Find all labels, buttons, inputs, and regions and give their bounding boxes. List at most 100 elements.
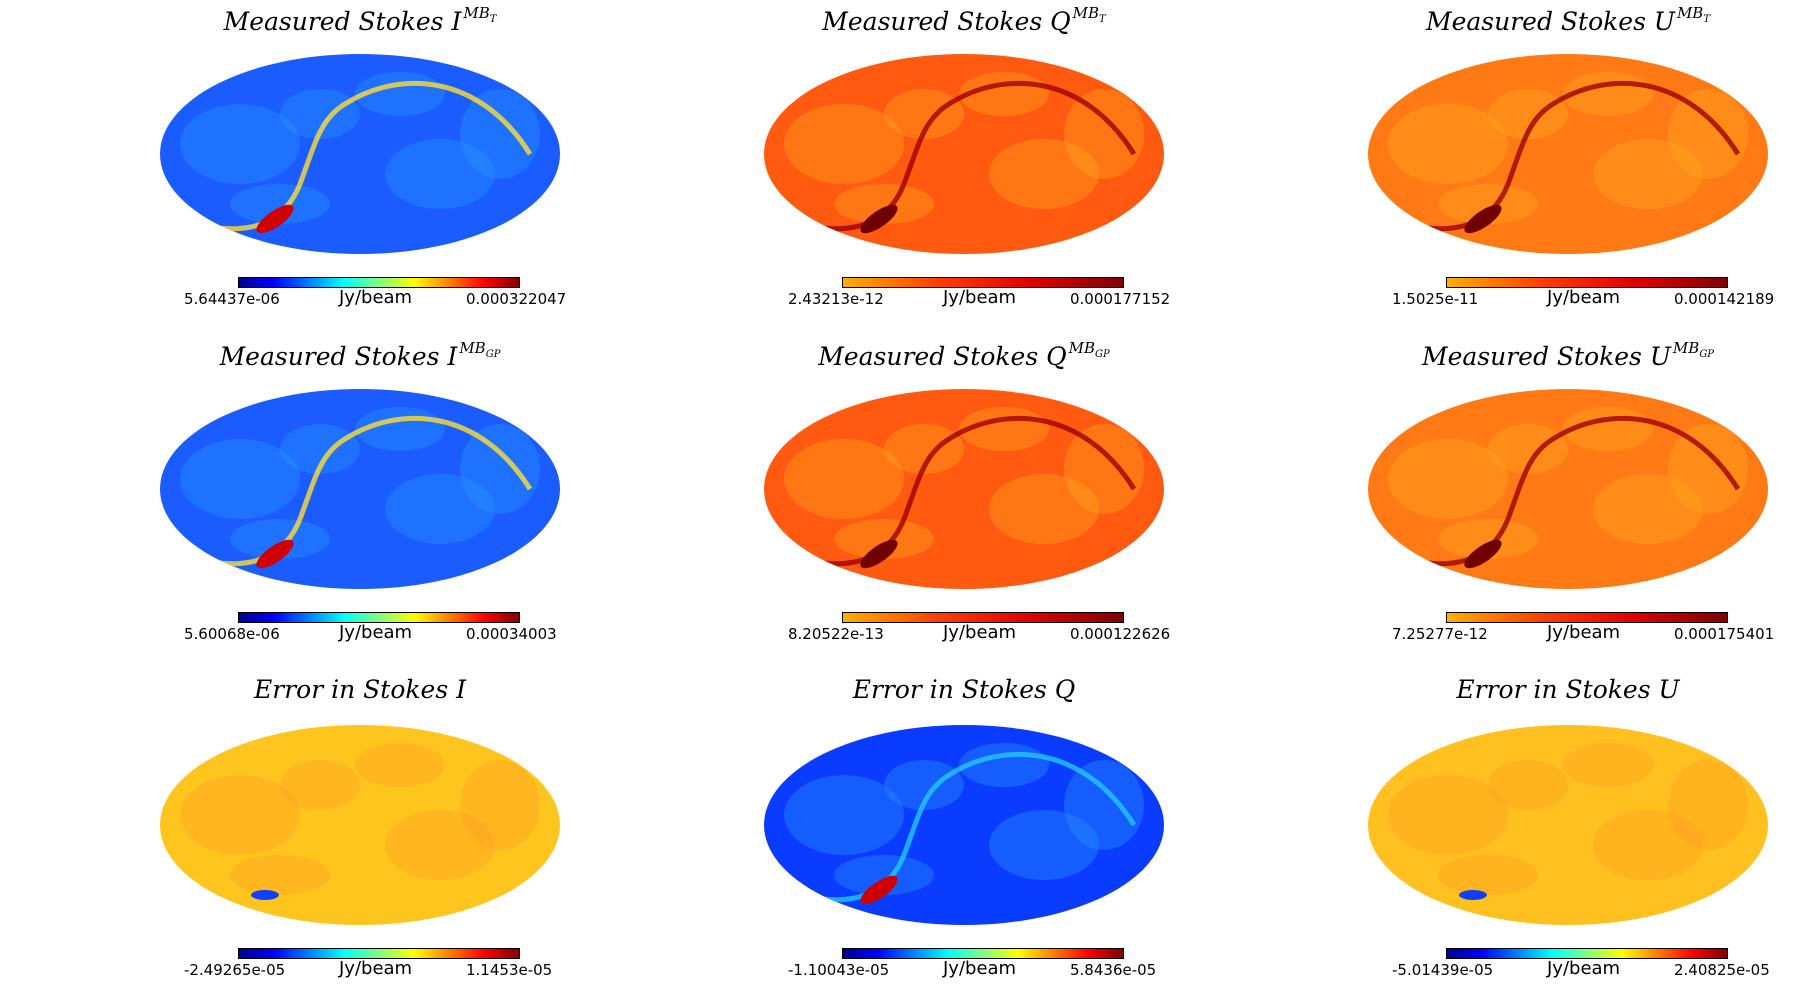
superscript-subscript: T	[489, 14, 497, 25]
panel-title-text: Measured Stokes U	[1421, 342, 1671, 371]
sky-texture	[1488, 424, 1568, 474]
sky-texture	[230, 855, 330, 895]
mollweide-sky-map	[160, 725, 560, 925]
map-panel: Measured Stokes Q MBT 2.43213e-12 Jy/beam 0.…	[664, 0, 1264, 330]
colorbar-max-label: 1.1453e-05	[466, 961, 553, 979]
panel-title: Measured Stokes Q MBGP	[664, 339, 1264, 371]
sky-ellipse	[1368, 389, 1768, 589]
colorbar-max-label: 5.8436e-05	[1070, 961, 1157, 979]
sky-texture	[834, 519, 934, 559]
colorbar	[842, 612, 1124, 623]
colorbar-max-label: 0.00034003	[466, 625, 557, 643]
colorbar-unit-label: Jy/beam	[943, 287, 1017, 308]
superscript-subscript: GP	[485, 349, 501, 360]
sky-ellipse	[160, 725, 560, 925]
panel-title: Error in Stokes U	[1268, 675, 1800, 704]
superscript-subscript: GP	[1095, 349, 1110, 360]
sky-texture	[1593, 139, 1703, 209]
panel-title-text: Error in Stokes I	[254, 675, 466, 704]
sky-ellipse	[160, 54, 560, 254]
sky-texture	[1064, 424, 1144, 514]
sky-texture	[1388, 104, 1508, 184]
colorbar	[842, 948, 1124, 959]
sky-texture	[385, 810, 495, 880]
sky-ellipse	[764, 54, 1164, 254]
colorbar	[1446, 948, 1728, 959]
superscript-text: MB	[1676, 4, 1704, 22]
panel-title-superscript: MBT	[1676, 4, 1710, 25]
sky-texture	[1593, 474, 1703, 544]
map-panel: Measured Stokes U MBGP 7.25277e-12 Jy/beam 0…	[1268, 335, 1800, 665]
map-panel: Measured Stokes U MBT 1.5025e-11 Jy/beam 0.0…	[1268, 0, 1800, 330]
colorbar-max-label: 0.000142189	[1674, 290, 1775, 308]
sky-texture	[1064, 760, 1144, 850]
sky-texture	[834, 184, 934, 224]
colorbar	[1446, 277, 1728, 288]
superscript-text: MB	[1072, 4, 1100, 22]
galactic-plane	[1377, 415, 1741, 567]
sky-texture	[385, 139, 495, 209]
panel-title-superscript: MBGP	[1673, 339, 1715, 360]
sky-texture	[1668, 424, 1748, 514]
sky-ellipse	[1368, 54, 1768, 254]
galactic-center	[860, 539, 898, 569]
colorbar	[238, 948, 520, 959]
sky-texture	[180, 439, 300, 519]
sky-texture	[355, 743, 445, 787]
colorbar-min-label: 2.43213e-12	[788, 290, 884, 308]
colorbar-max-label: 2.40825e-05	[1674, 961, 1770, 979]
sky-texture	[1563, 743, 1653, 787]
sky-texture	[385, 474, 495, 544]
galactic-plane	[1377, 80, 1741, 232]
panel-title-text: Measured Stokes Q	[822, 7, 1071, 36]
sky-features	[1377, 407, 1748, 569]
sky-texture	[180, 775, 300, 855]
mollweide-sky-map	[1368, 54, 1768, 254]
panel-title: Measured Stokes I MBT	[60, 4, 660, 36]
sky-texture	[1488, 89, 1568, 139]
map-panel: Error in Stokes U -5.01439e-05 Jy/beam 2.40…	[1268, 671, 1800, 1001]
panel-title-text: Error in Stokes U	[1456, 675, 1680, 704]
galactic-center	[251, 890, 279, 900]
mollweide-sky-map	[160, 389, 560, 589]
panel-title: Error in Stokes I	[60, 675, 660, 704]
panel-title-text: Measured Stokes U	[1425, 7, 1675, 36]
colorbar-unit-label: Jy/beam	[943, 958, 1017, 979]
sky-texture	[989, 139, 1099, 209]
superscript-text: MB	[459, 339, 486, 357]
sky-features	[169, 72, 540, 234]
panel-title-text: Error in Stokes Q	[852, 675, 1076, 704]
sky-texture	[989, 810, 1099, 880]
superscript-subscript: T	[1099, 14, 1106, 25]
sky-texture	[884, 89, 964, 139]
colorbar-max-label: 0.000322047	[466, 290, 567, 308]
colorbar-min-label: -1.10043e-05	[788, 961, 890, 979]
sky-texture	[460, 760, 540, 850]
sky-features	[180, 743, 540, 900]
sky-texture	[1488, 760, 1568, 810]
colorbar-min-label: 1.5025e-11	[1392, 290, 1479, 308]
panel-title: Measured Stokes U MBT	[1268, 4, 1800, 36]
superscript-subscript: GP	[1699, 349, 1715, 360]
sky-texture	[1388, 439, 1508, 519]
map-panel: Measured Stokes I MBGP 5.60068e-06 Jy/beam 0…	[60, 335, 660, 665]
sky-features	[773, 743, 1144, 905]
sky-features	[1377, 72, 1748, 234]
colorbar-unit-label: Jy/beam	[1547, 622, 1621, 643]
map-panel: Error in Stokes I -2.49265e-05 Jy/beam 1.14…	[60, 671, 660, 1001]
sky-texture	[1064, 89, 1144, 179]
sky-texture	[280, 424, 360, 474]
colorbar-max-label: 0.000177152	[1070, 290, 1171, 308]
sky-texture	[1438, 184, 1538, 224]
sky-features	[773, 72, 1144, 234]
panel-title-text: Measured Stokes Q	[818, 342, 1067, 371]
mollweide-sky-map	[764, 54, 1164, 254]
sky-texture	[1438, 855, 1538, 895]
galactic-center	[1464, 204, 1502, 234]
mollweide-sky-map	[160, 54, 560, 254]
colorbar-min-label: -5.01439e-05	[1392, 961, 1494, 979]
sky-texture	[784, 775, 904, 855]
colorbar-max-label: 0.000175401	[1674, 625, 1775, 643]
galactic-plane	[169, 80, 533, 232]
panel-title-superscript: MBT	[463, 4, 497, 25]
